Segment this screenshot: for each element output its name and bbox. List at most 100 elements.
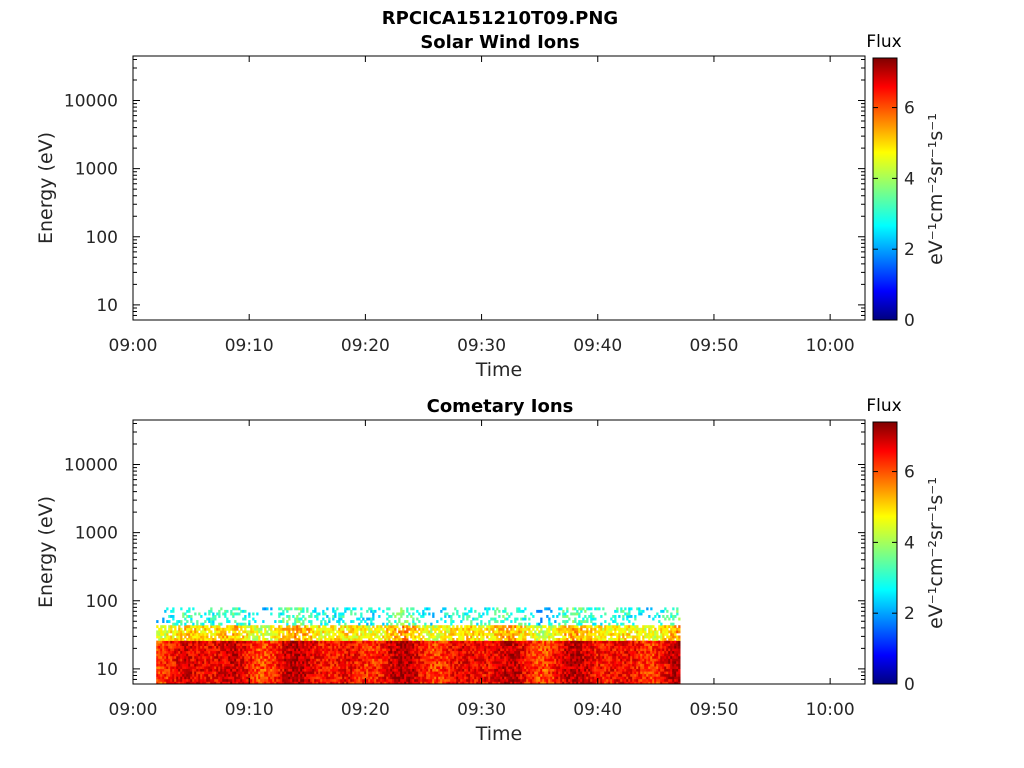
heatmap-cell [176,658,179,662]
heatmap-cell [358,681,361,685]
heatmap-cell [448,661,451,664]
heatmap-cell [538,638,541,641]
heatmap-cell [300,648,303,652]
heatmap-cell [214,625,217,629]
heatmap-cell [360,607,363,611]
heatmap-cell [272,643,275,646]
heatmap-cell [418,645,421,649]
heatmap-cell [304,655,307,659]
heatmap-cell [432,671,435,675]
heatmap-cell [492,653,495,657]
heatmap-cell [378,645,381,649]
heatmap-cell [346,673,349,677]
heatmap-cell [212,615,215,618]
heatmap-cell [302,653,305,657]
heatmap-cell [530,658,533,662]
heatmap-cell [386,630,389,634]
heatmap-cell [380,648,383,652]
heatmap-cell [482,676,485,680]
heatmap-cell [284,681,287,685]
heatmap-cell [364,668,367,672]
heatmap-cell [264,630,267,634]
heatmap-cell [170,650,173,654]
heatmap-cell [160,638,163,641]
heatmap-cell [474,676,477,680]
heatmap-cell [428,645,431,649]
heatmap-cell [384,663,387,667]
heatmap-cell [236,632,239,636]
heatmap-cell [422,625,425,629]
heatmap-cell [384,650,387,654]
heatmap-cell [560,607,563,611]
heatmap-cell [260,640,263,644]
heatmap-cell [274,681,277,685]
heatmap-cell [278,673,281,677]
heatmap-cell [308,661,311,664]
heatmap-cell [264,666,267,669]
heatmap-cell [438,666,441,669]
heatmap-cell [342,612,345,616]
heatmap-cell [250,627,253,631]
heatmap-cell [302,681,305,685]
heatmap-cell [518,645,521,649]
heatmap-cell [484,643,487,646]
heatmap-cell [188,607,191,611]
heatmap-cell [548,632,551,636]
heatmap-cell [462,643,465,646]
heatmap-cell [522,661,525,664]
heatmap-cell [158,648,161,652]
heatmap-cell [394,653,397,657]
heatmap-cell [356,635,359,639]
heatmap-cell [458,648,461,652]
heatmap-cell [304,653,307,657]
heatmap-cell [202,630,205,634]
heatmap-cell [182,678,185,682]
heatmap-cell [424,622,427,626]
heatmap-cell [178,632,181,636]
heatmap-cell [496,663,499,667]
heatmap-cell [370,668,373,672]
heatmap-cell [218,640,221,644]
heatmap-cell [164,609,167,613]
heatmap-cell [358,661,361,664]
heatmap-cell [184,655,187,659]
heatmap-cell [540,666,543,669]
heatmap-cell [550,661,553,664]
heatmap-cell [234,678,237,682]
heatmap-cell [418,638,421,641]
heatmap-cell [218,678,221,682]
heatmap-cell [192,681,195,685]
heatmap-cell [280,638,283,641]
heatmap-cell [172,609,175,613]
heatmap-cell [366,627,369,631]
heatmap-cell [464,625,467,629]
heatmap-cell [510,640,513,644]
heatmap-cell [494,617,497,621]
heatmap-cell [528,648,531,652]
heatmap-cell [410,666,413,669]
heatmap-cell [312,632,315,636]
heatmap-cell [280,666,283,669]
heatmap-cell [252,643,255,646]
heatmap-cell [326,627,329,631]
heatmap-cell [226,638,229,641]
heatmap-cell [458,671,461,675]
heatmap-cell [256,678,259,682]
heatmap-cell [356,638,359,641]
heatmap-cell [212,673,215,677]
heatmap-cell [324,638,327,641]
heatmap-cell [484,661,487,664]
heatmap-cell [542,663,545,667]
heatmap-cell [336,638,339,641]
heatmap-cell [308,671,311,675]
heatmap-cell [204,627,207,631]
heatmap-cell [442,666,445,669]
heatmap-cell [440,645,443,649]
heatmap-cell [336,661,339,664]
heatmap-cell [458,655,461,659]
heatmap-cell [374,650,377,654]
heatmap-cell [406,635,409,639]
heatmap-cell [276,655,279,659]
heatmap-cell [206,625,209,629]
x-tick-label: 09:40 [573,336,622,356]
